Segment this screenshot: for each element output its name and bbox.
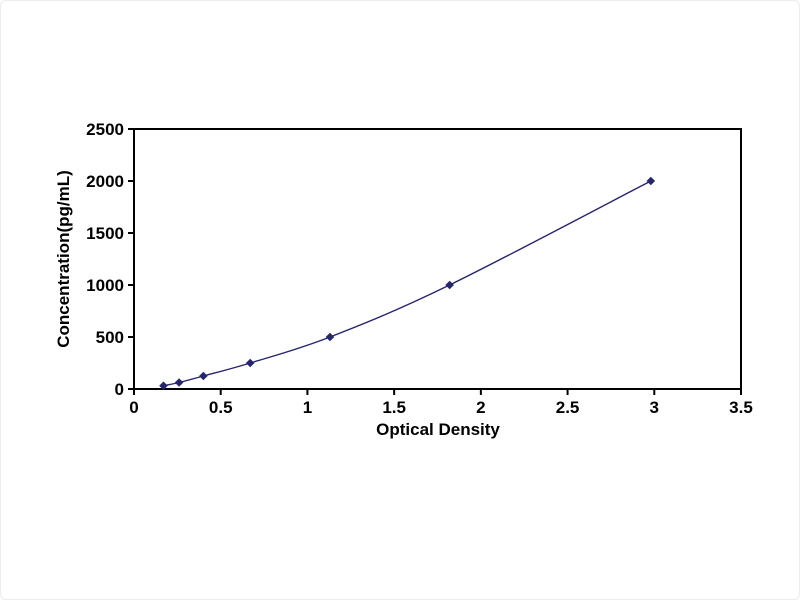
- y-tick-label: 1500: [86, 224, 124, 243]
- x-tick-label: 1.5: [382, 398, 406, 417]
- y-tick-label: 1000: [86, 276, 124, 295]
- y-tick-label: 500: [96, 328, 124, 347]
- data-point-marker: [325, 332, 335, 342]
- y-axis-label: Concentration(pg/mL): [54, 170, 73, 348]
- x-axis-label: Optical Density: [376, 420, 500, 439]
- x-tick-label: 0: [129, 398, 138, 417]
- data-point-marker: [159, 381, 168, 391]
- x-tick-label: 2.5: [556, 398, 580, 417]
- data-point-marker: [245, 358, 255, 368]
- y-tick-label: 0: [115, 380, 124, 399]
- x-tick-label: 0.5: [209, 398, 233, 417]
- x-tick-label: 2: [476, 398, 485, 417]
- data-point-marker: [445, 280, 454, 290]
- y-tick-label: 2500: [86, 120, 124, 139]
- y-tick-label: 2000: [86, 172, 124, 191]
- plot-frame: [133, 128, 742, 390]
- x-tick-label: 3: [650, 398, 659, 417]
- data-point-marker: [199, 371, 208, 381]
- x-tick-label: 3.5: [729, 398, 753, 417]
- data-point-marker: [174, 378, 184, 387]
- data-point-marker: [646, 176, 656, 186]
- x-tick-label: 1: [303, 398, 312, 417]
